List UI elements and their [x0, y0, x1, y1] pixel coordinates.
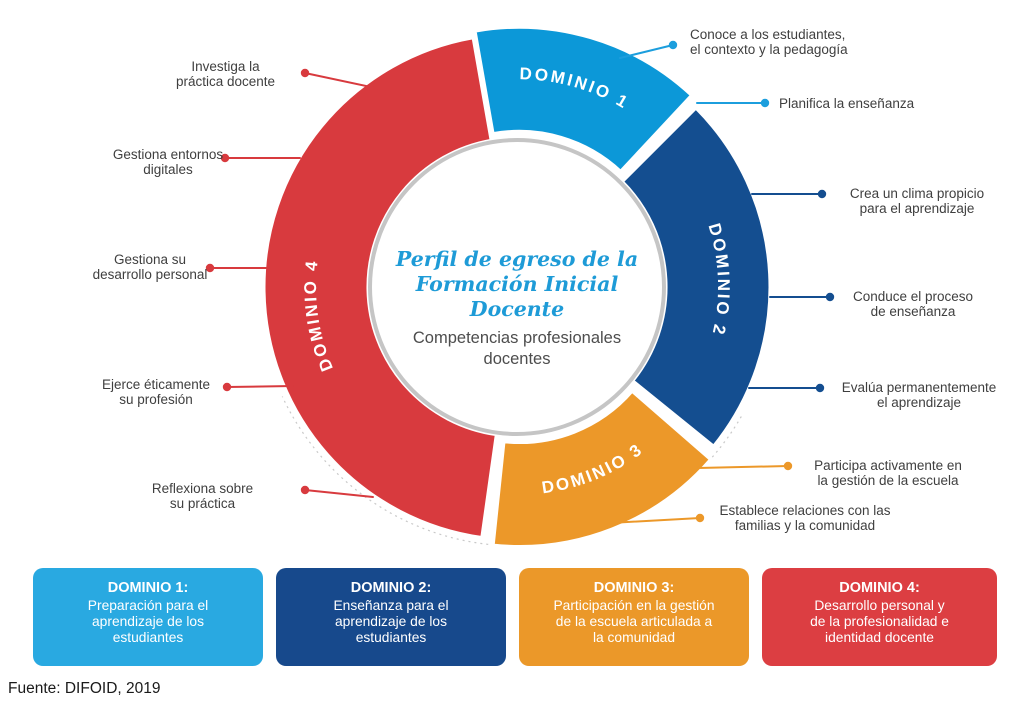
dominio-4-wedge: [262, 36, 498, 539]
legend-box-dominio-4: DOMINIO 4: Desarrollo personal y de la p…: [762, 568, 997, 666]
callout-dot: [220, 153, 230, 163]
callout-dot: [222, 382, 232, 392]
center-subtitle: Competencias profesionales docentes: [412, 329, 622, 368]
dominio-1-callout-lines: [619, 40, 770, 108]
callout-line: [609, 517, 701, 524]
legend-box-title: DOMINIO 1:: [107, 580, 189, 596]
callout-dot: [205, 263, 215, 273]
callout-dot: [760, 98, 770, 108]
legend-box-dominio-3: DOMINIO 3: Participación en la gestión d…: [519, 568, 749, 666]
dominio-3-callout-lines: [609, 461, 793, 524]
callout-label-entornos: Gestiona entornos digitales: [112, 147, 224, 178]
callout-dot: [815, 383, 825, 393]
callout-label-planifica: Planifica la enseñanza: [779, 96, 915, 111]
dominio-1-wedge: [473, 25, 693, 173]
callout-label-reflexiona: Reflexiona sobre su práctica: [151, 481, 254, 512]
legend-box-title: DOMINIO 4:: [839, 580, 920, 596]
callout-dot: [825, 292, 835, 302]
callout-line: [304, 72, 386, 91]
callout-label-participa: Participa activamente en la gestión de l…: [814, 458, 962, 489]
legend-box-text: Enseñanza para el aprendizaje de los est…: [333, 598, 449, 645]
dominio-2-wedge-group: DOMINIO 2: [620, 106, 772, 448]
center-circle: [368, 138, 666, 436]
callout-line: [226, 385, 294, 388]
legend-box-title: DOMINIO 2:: [350, 580, 432, 596]
callout-label-establece: Establece relaciones con las familias y …: [719, 503, 891, 534]
dominio-3-wedge-group: DOMINIO 3: [491, 389, 712, 548]
callout-label-evalua: Evalúa permanentemente el aprendizaje: [841, 380, 997, 411]
center-hub: Perfil de egreso de la Formación Inicial…: [377, 247, 657, 369]
callout-label-desarrollo: Gestiona su desarrollo personal: [92, 252, 208, 283]
dominio-1-wedge-group: DOMINIO 1: [473, 25, 693, 173]
source-note: Fuente: DIFOID, 2019: [8, 680, 161, 697]
callout-dot: [817, 189, 827, 199]
legend-box-dominio-1: DOMINIO 1: Preparación para el aprendiza…: [33, 568, 263, 666]
callout-label-conoce: Conoce a los estudiantes, el contexto y …: [690, 27, 848, 58]
callout-dot: [695, 513, 705, 523]
center-title: Perfil de egreso de la Formación Inicial…: [395, 247, 639, 321]
callout-dot: [783, 461, 793, 471]
callout-label-conduce: Conduce el proceso de enseñanza: [852, 289, 974, 320]
callout-dot: [300, 485, 310, 495]
callout-dot: [300, 68, 310, 78]
callout-dot: [668, 40, 678, 50]
legend-box-title: DOMINIO 3:: [593, 580, 675, 596]
callout-label-ejerce: Ejerce éticamente su profesión: [101, 377, 211, 408]
legend-box-text: Preparación para el aprendizaje de los e…: [87, 598, 209, 645]
dominio-4-callout-lines: [205, 68, 386, 498]
legend-box-text: Desarrollo personal y de la profesionali…: [810, 598, 949, 645]
dominio-3-wedge: [491, 389, 712, 548]
callout-label-investiga: Investiga la práctica docente: [175, 59, 276, 90]
callout-line: [697, 465, 789, 469]
dominio-2-callout-lines: [748, 189, 835, 393]
callout-line: [619, 44, 674, 59]
legend-box-dominio-2: DOMINIO 2: Enseñanza para el aprendizaje…: [276, 568, 506, 666]
callout-label-clima: Crea un clima propicio para el aprendiza…: [849, 186, 985, 217]
dominio-4-wedge-group: DOMINIO 4: [262, 36, 498, 539]
callout-line: [304, 489, 374, 498]
legend-box-text: Participación en la gestión de la escuel…: [553, 598, 715, 645]
